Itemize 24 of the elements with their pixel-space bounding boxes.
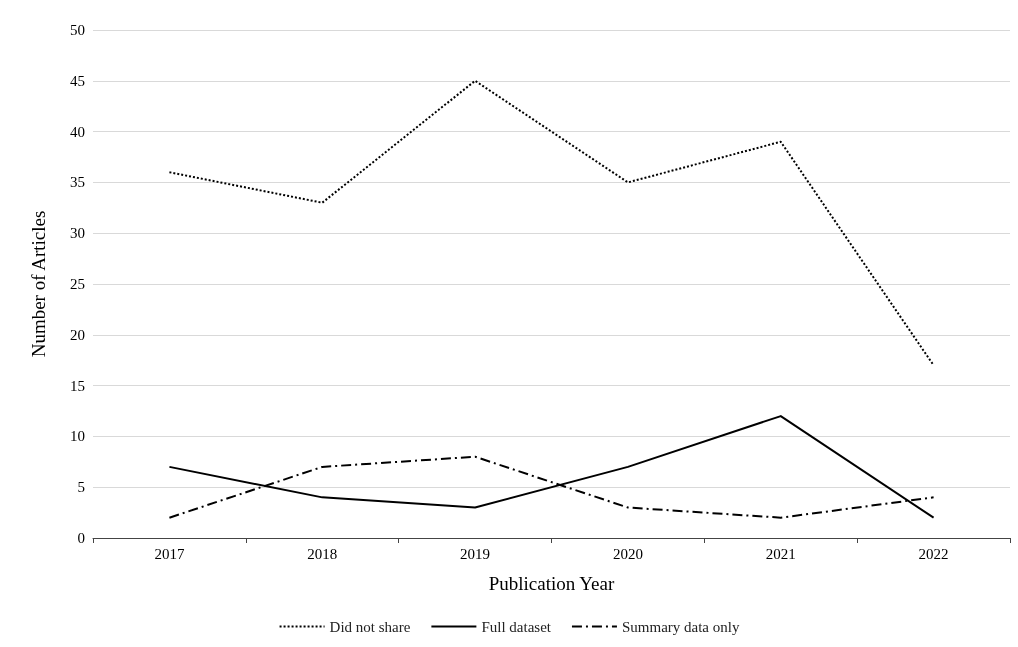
- line-series: [168, 415, 935, 519]
- y-tick-label: 40: [70, 123, 85, 140]
- y-tick-label: 5: [77, 479, 85, 496]
- x-axis-title: Publication Year: [488, 573, 615, 594]
- legend-label: Summary data only: [621, 618, 740, 635]
- y-tick-label: 15: [70, 377, 85, 394]
- y-tick-label: 35: [70, 174, 85, 191]
- x-tick-label: 2018: [307, 545, 338, 562]
- x-tick-label: 2019: [460, 545, 491, 562]
- legend-label: Full dataset: [481, 618, 552, 635]
- y-tick-label: 10: [70, 428, 85, 445]
- y-tick-label: 20: [70, 326, 85, 343]
- x-tick-label: 2017: [154, 545, 185, 562]
- y-tick-label: 25: [70, 276, 85, 292]
- line-series: [168, 79, 935, 367]
- y-axis-title: Number of Articles: [28, 210, 49, 358]
- y-tick-label: 30: [70, 225, 85, 242]
- legend-label: Did not share: [329, 618, 411, 635]
- x-tick-label: 2020: [612, 545, 643, 562]
- y-tick-label: 45: [70, 72, 85, 89]
- y-tick-label: 0: [77, 530, 85, 546]
- x-tick-label: 2021: [765, 545, 796, 562]
- x-tick-label: 2022: [918, 545, 949, 562]
- y-tick-label: 50: [70, 22, 85, 38]
